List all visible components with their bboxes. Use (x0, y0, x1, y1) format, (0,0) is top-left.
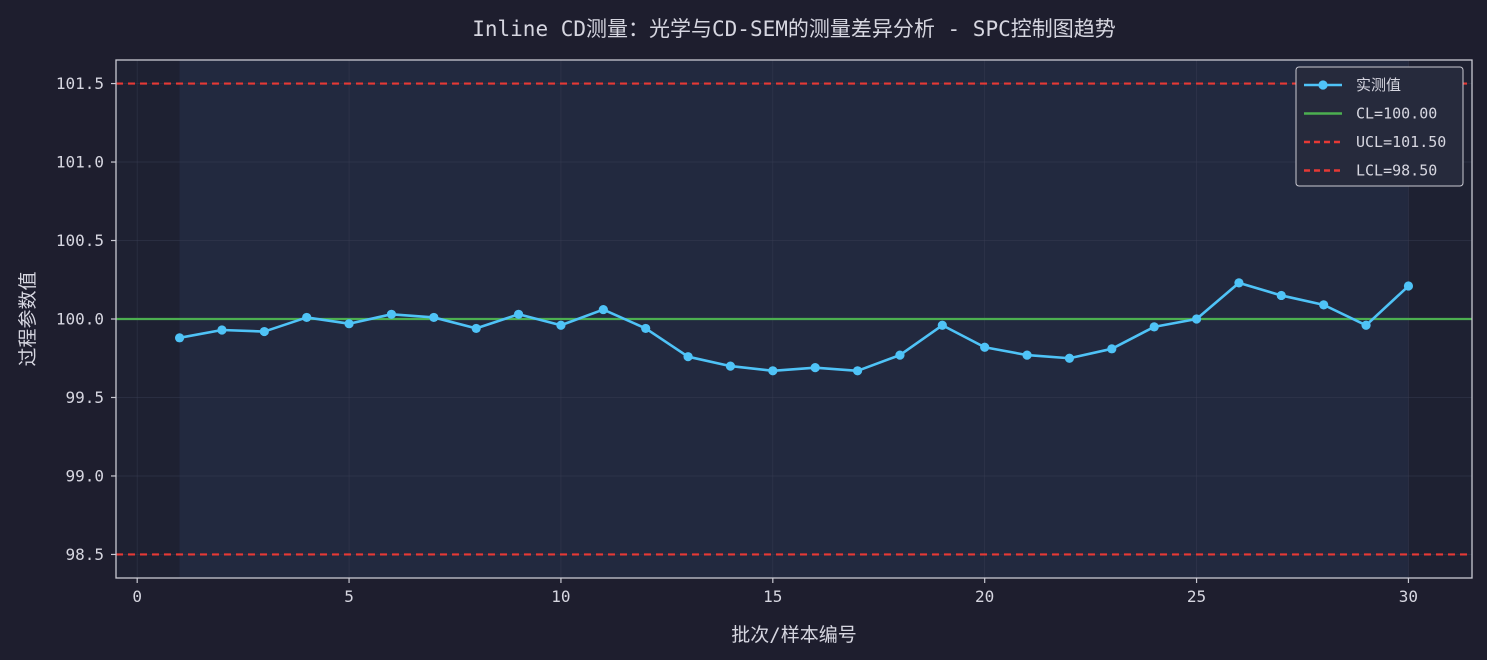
data-point (683, 352, 693, 362)
data-point (1403, 281, 1414, 291)
data-point (1149, 322, 1159, 332)
data-point (174, 333, 185, 343)
data-point (1234, 278, 1244, 288)
series (174, 278, 1414, 376)
data-point (429, 312, 439, 323)
y-tick-label: 100.0 (56, 310, 104, 329)
y-tick-label: 99.5 (65, 388, 104, 407)
legend-marker (1318, 80, 1328, 90)
data-point (1064, 353, 1075, 363)
data-point (895, 350, 905, 360)
x-tick-label: 20 (975, 587, 994, 606)
data-point (513, 309, 524, 319)
data-point (556, 320, 566, 330)
legend: 实测值 CL=100.00 UCL=101.50 LCL=98.50 (1295, 66, 1464, 187)
y-tick-label: 101.5 (56, 74, 104, 93)
x-tick-label: 5 (344, 587, 354, 606)
x-tick-label: 30 (1399, 587, 1418, 606)
legend-label-0: 实测值 (1356, 76, 1401, 94)
data-point (1276, 290, 1286, 301)
legend-label-1: CL=100.00 (1356, 105, 1437, 123)
x-axis-label: 批次/样本编号 (731, 624, 856, 646)
data-point (1319, 300, 1329, 310)
data-point (217, 325, 227, 335)
data-point (1107, 344, 1117, 354)
data-point (980, 342, 990, 352)
x-tick-label: 15 (763, 587, 782, 606)
data-point (1022, 350, 1032, 360)
data-point (302, 312, 312, 323)
y-tick-label: 99.0 (65, 466, 104, 485)
x-tick-label: 25 (1187, 587, 1206, 606)
data-point (852, 366, 863, 376)
data-point (810, 363, 820, 373)
data-point (471, 323, 481, 334)
data-point (344, 319, 354, 329)
y-tick-label: 98.5 (65, 545, 104, 564)
data-point (1191, 314, 1202, 324)
legend-label-3: LCL=98.50 (1356, 162, 1437, 180)
y-tick-label: 101.0 (56, 153, 104, 172)
x-tick-label: 0 (132, 587, 142, 606)
data-point (768, 366, 778, 376)
y-axis-label: 过程参数值 (17, 271, 39, 366)
legend-box (1295, 66, 1464, 187)
legend-label-2: UCL=101.50 (1356, 133, 1446, 151)
series-line (179, 281, 1410, 373)
chart-title: Inline CD测量：光学与CD-SEM的测量差异分析 - SPC控制图趋势 (472, 17, 1116, 41)
data-point (259, 326, 269, 337)
data-point (598, 304, 608, 315)
data-point (1361, 320, 1371, 330)
data-point (641, 323, 651, 334)
y-tick-label: 100.5 (56, 231, 104, 250)
data-point (386, 309, 397, 319)
data-point (725, 361, 736, 371)
ticks: 0 5 10 15 20 25 30 98.5 99.0 99.5 100.0 100.5 101.0 1… (56, 74, 1418, 606)
x-tick-label: 10 (551, 587, 570, 606)
reference-lines (116, 82, 1472, 556)
data-point (937, 320, 947, 330)
